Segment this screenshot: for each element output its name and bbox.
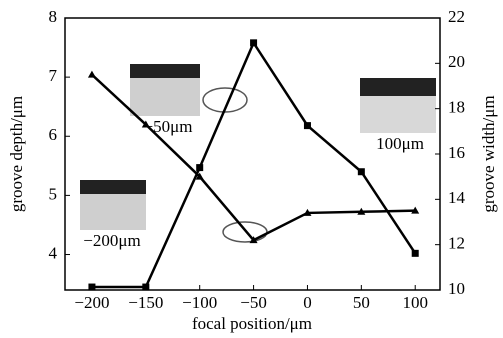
y-tick-label: 6 <box>49 125 58 144</box>
x-tick-label: 100 <box>402 293 428 312</box>
marker <box>142 284 149 291</box>
y-tick-label: 7 <box>49 66 58 85</box>
x-tick-label: −100 <box>182 293 217 312</box>
annotation: 100μm <box>376 134 424 153</box>
x-tick-label: 50 <box>353 293 370 312</box>
y2-tick-label: 12 <box>448 234 465 253</box>
marker <box>88 284 95 291</box>
x-tick-label: −200 <box>74 293 109 312</box>
y2-tick-label: 20 <box>448 52 465 71</box>
marker <box>250 39 257 46</box>
y-axis-label: groove depth/μm <box>7 96 26 212</box>
y2-tick-label: 10 <box>448 279 465 298</box>
y2-axis-label: groove width/μm <box>479 95 498 212</box>
annotation: −50μm <box>144 117 193 136</box>
x-tick-label: −150 <box>128 293 163 312</box>
y2-tick-label: 16 <box>448 143 465 162</box>
y2-tick-label: 18 <box>448 98 465 117</box>
y-tick-label: 5 <box>49 184 58 203</box>
y2-tick-label: 14 <box>448 188 466 207</box>
chart: −50μm 100μm −200μm focal position/μm gro… <box>0 0 503 338</box>
marker <box>304 122 311 129</box>
marker <box>412 250 419 257</box>
annotation: −200μm <box>83 231 140 250</box>
marker <box>196 164 203 171</box>
x-tick-label: 0 <box>303 293 312 312</box>
inset-image-top <box>130 64 200 78</box>
x-axis-label: focal position/μm <box>192 314 312 333</box>
y-tick-label: 8 <box>49 7 58 26</box>
marker <box>358 168 365 175</box>
y-tick-label: 4 <box>49 243 58 262</box>
inset-image-top <box>360 78 436 96</box>
x-tick-label: −50 <box>240 293 267 312</box>
rotation-arrow <box>223 222 267 242</box>
y2-tick-label: 22 <box>448 7 465 26</box>
inset-image-top <box>80 180 146 194</box>
marker <box>88 71 96 78</box>
